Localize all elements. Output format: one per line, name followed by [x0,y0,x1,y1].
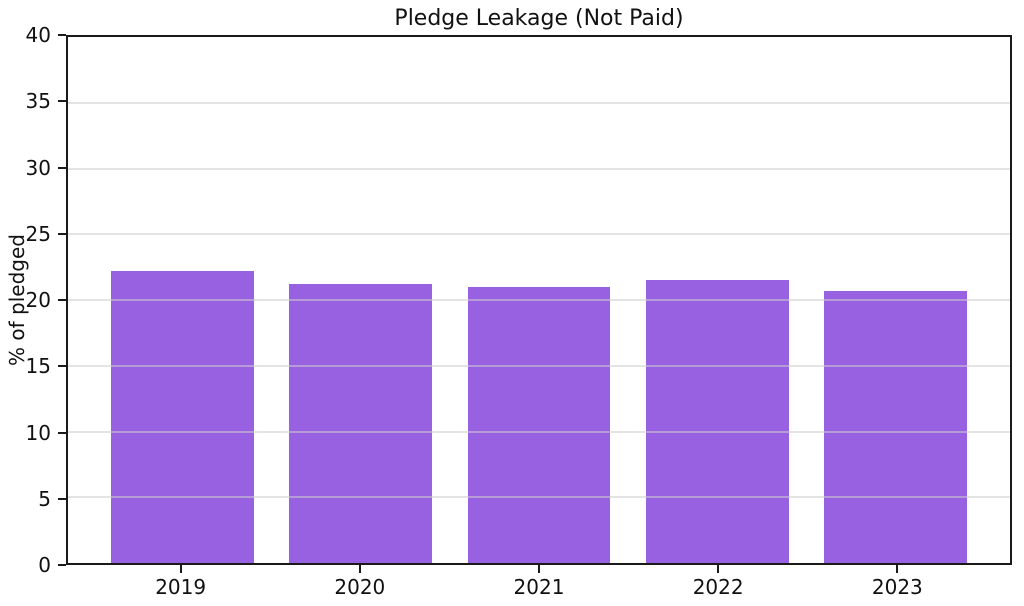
x-tick-mark-2022 [717,565,720,573]
y-tick-mark-35 [58,100,66,103]
y-tick-mark-20 [58,299,66,301]
gridline-30 [68,167,1010,170]
x-tick-label-2023: 2023 [871,575,923,599]
bar-2022 [646,280,789,563]
x-axis: 2019 2020 2021 2022 2023 [66,565,1012,606]
chart-title: Pledge Leakage (Not Paid) [394,6,684,31]
y-tick-label-5: 5 [38,486,51,511]
y-tick-label-0: 0 [38,553,51,577]
y-tick-mark-30 [58,166,66,169]
bar-2020 [289,284,432,563]
bar-2019 [110,271,254,563]
x-tick-label-2022: 2022 [692,575,744,599]
bar-2021 [467,286,611,563]
x-tick-label-2021: 2021 [513,575,565,599]
x-tick-mark-2020 [358,565,361,573]
y-tick-mark-40 [58,34,66,36]
y-tick-mark-0 [58,564,66,566]
y-tick-label-15: 15 [25,354,51,379]
plot-area [66,35,1012,565]
x-tick-label-2020: 2020 [334,575,386,599]
y-tick-mark-5 [58,497,66,500]
y-tick-label-10: 10 [25,420,51,445]
gridline-35 [68,101,1010,104]
x-tick-label-2019: 2019 [155,575,207,599]
y-tick-mark-10 [58,431,66,434]
y-tick-mark-15 [58,365,66,368]
y-tick-label-25: 25 [25,221,51,246]
bar-2023 [824,290,968,563]
x-tick-mark-2023 [896,565,899,573]
x-tick-mark-2021 [538,565,540,573]
x-tick-mark-2019 [179,565,182,573]
y-tick-label-40: 40 [25,23,51,47]
y-tick-label-35: 35 [25,89,51,114]
y-axis: 0 5 10 15 20 25 30 35 40 [0,24,66,576]
gridline-25 [68,233,1010,236]
y-tick-label-30: 30 [25,155,51,180]
y-tick-label-20: 20 [25,288,51,312]
y-tick-mark-25 [58,232,66,235]
